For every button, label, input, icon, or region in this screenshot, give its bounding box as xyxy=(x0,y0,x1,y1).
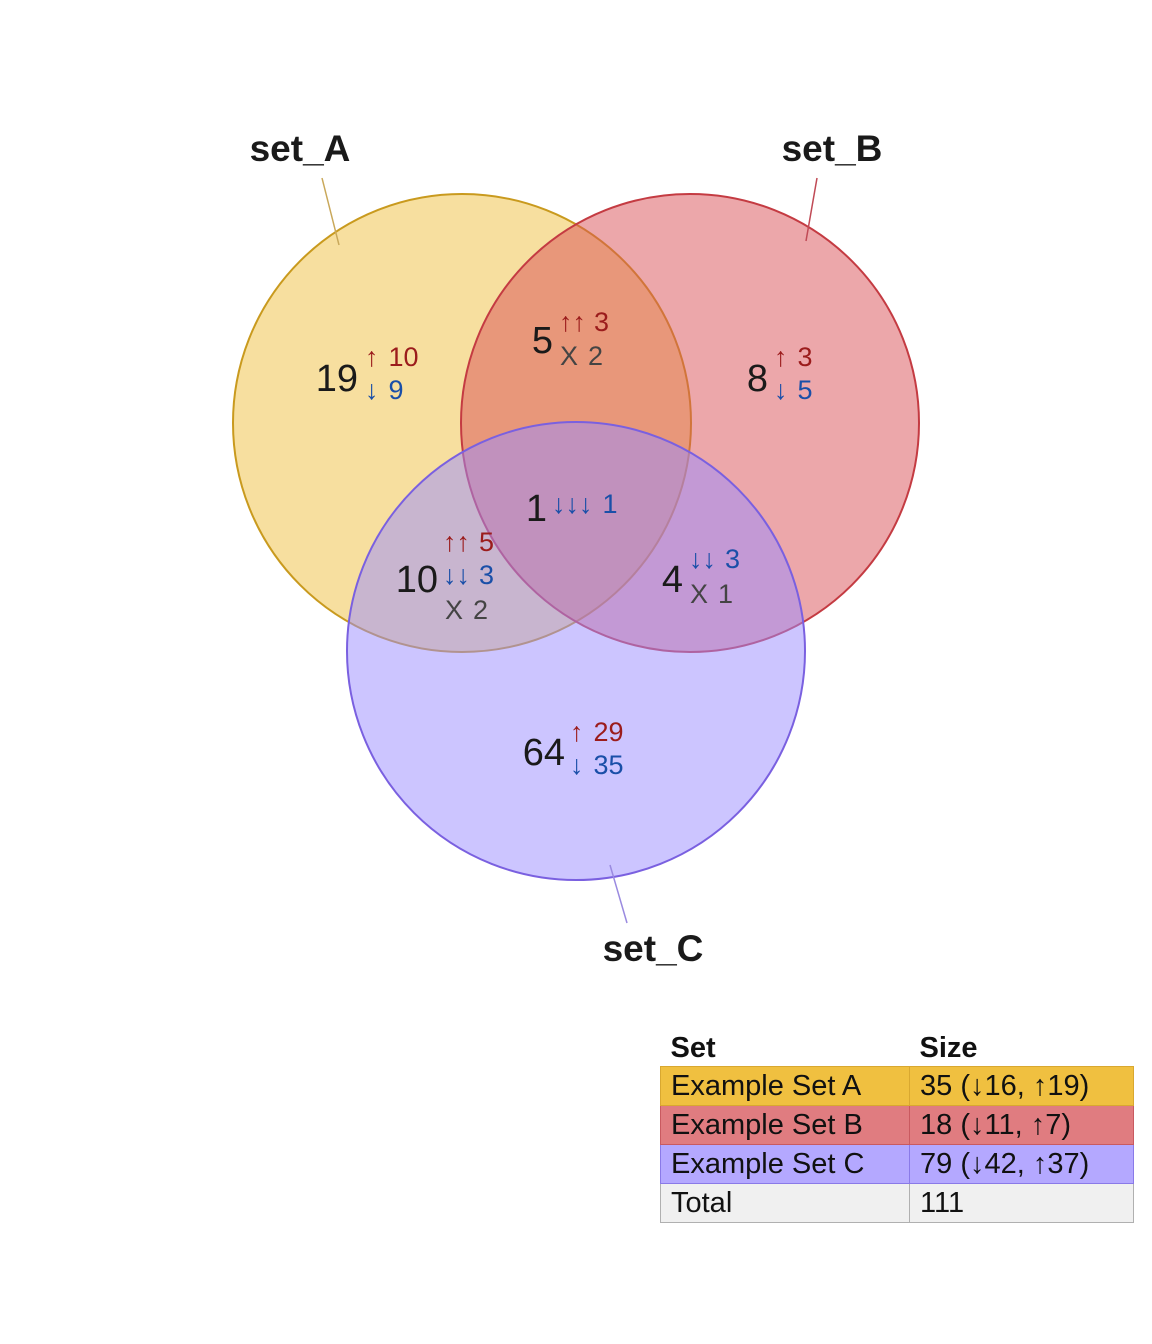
svg-text:↑29: ↑ 29 xyxy=(570,717,624,747)
region-up-count: 3 xyxy=(594,307,609,337)
region-count: 4 xyxy=(662,559,683,601)
region-mixed-count: 1 xyxy=(718,579,733,609)
svg-text:X2: X2 xyxy=(445,595,488,625)
set-name-cell: Example Set B xyxy=(660,1105,910,1145)
region-count: 10 xyxy=(396,559,438,601)
region-a-only: 19 ↑ 10 ↓ 9 xyxy=(316,342,419,405)
svg-text:↑↑3: ↑↑ 3 xyxy=(559,307,609,337)
region-down-count: 1 xyxy=(603,489,618,519)
region-down-count: 3 xyxy=(479,560,494,590)
down-arrow-icon: ↓↓ xyxy=(689,544,716,574)
column-header-size: Size xyxy=(919,1031,978,1064)
set-c-circle xyxy=(346,421,806,881)
region-down-count: 9 xyxy=(389,375,404,405)
down-arrow-icon: ↓ xyxy=(570,750,584,780)
set-c-leader-line xyxy=(609,864,628,924)
set-name-cell: Total xyxy=(660,1183,910,1223)
region-count: 64 xyxy=(523,732,565,774)
set-name-cell: Example Set C xyxy=(660,1144,910,1184)
region-c-only: 64 ↑ 29 ↓ 35 xyxy=(523,717,624,780)
svg-text:↓↓3: ↓↓ 3 xyxy=(689,544,740,574)
column-header-set: Set xyxy=(670,1031,716,1064)
region-count: 8 xyxy=(747,358,768,400)
svg-text:↓↓↓1: ↓↓↓ 1 xyxy=(552,489,618,519)
region-mixed-count: 2 xyxy=(588,341,603,371)
table-row-set-b: Example Set B 18 (↓11, ↑7) xyxy=(660,1105,1134,1145)
set-a-leader-line xyxy=(321,177,340,246)
down-arrow-icon: ↓↓ xyxy=(443,560,470,590)
table-row-total: Total 111 xyxy=(660,1183,1134,1223)
up-arrow-icon: ↑ xyxy=(365,342,379,372)
table-row-set-a: Example Set A 35 (↓16, ↑19) xyxy=(660,1066,1134,1106)
venn-diagram: set_A set_B set_C 19 ↑ 10 ↓ 9 8 ↑ 3 ↓ 5 64 ↑… xyxy=(232,128,920,969)
region-mixed-count: 2 xyxy=(473,595,488,625)
up-arrow-icon: ↑↑ xyxy=(443,527,470,557)
svg-text:↑↑5: ↑↑ 5 xyxy=(443,527,494,557)
svg-text:↓35: ↓ 35 xyxy=(570,750,624,780)
svg-text:X2: X2 xyxy=(560,341,603,371)
region-up-count: 29 xyxy=(594,717,624,747)
set-size-cell: 111 xyxy=(909,1183,1134,1223)
svg-text:X1: X1 xyxy=(690,579,733,609)
set-size-cell: 79 (↓42, ↑37) xyxy=(909,1144,1134,1184)
region-down-count: 5 xyxy=(798,375,813,405)
region-abc: 1 ↓↓↓ 1 xyxy=(526,488,618,530)
up-arrow-icon: ↑ xyxy=(774,342,788,372)
svg-text:↑3: ↑ 3 xyxy=(774,342,813,372)
region-up-count: 3 xyxy=(798,342,813,372)
region-up-count: 5 xyxy=(479,527,494,557)
down-arrow-icon: ↓ xyxy=(774,375,788,405)
up-arrow-icon: ↑↑ xyxy=(559,307,586,337)
svg-text:↓↓3: ↓↓ 3 xyxy=(443,560,494,590)
down-arrow-icon: ↓↓↓ xyxy=(552,489,593,519)
set-name-cell: Example Set A xyxy=(660,1066,910,1106)
set-a-label: set_A xyxy=(250,128,351,169)
set-b-label: set_B xyxy=(782,128,883,169)
up-arrow-icon: ↑ xyxy=(570,717,584,747)
region-down-count: 3 xyxy=(725,544,740,574)
region-count: 19 xyxy=(316,358,358,400)
region-count: 5 xyxy=(532,320,553,362)
mixed-x-icon: X xyxy=(445,595,463,625)
down-arrow-icon: ↓ xyxy=(365,375,379,405)
set-size-cell: 18 (↓11, ↑7) xyxy=(909,1105,1134,1145)
mixed-x-icon: X xyxy=(560,341,578,371)
mixed-x-icon: X xyxy=(690,579,708,609)
set-summary-table: Set Size Example Set A 35 (↓16, ↑19) Exa… xyxy=(660,1030,1134,1223)
set-b-leader-line xyxy=(805,177,818,242)
table-header-row: Set Size xyxy=(661,1030,1134,1067)
set-c-label: set_C xyxy=(603,928,704,969)
region-b-only: 8 ↑ 3 ↓ 5 xyxy=(747,342,813,405)
region-count: 1 xyxy=(526,488,547,530)
set-size-cell: 35 (↓16, ↑19) xyxy=(909,1066,1134,1106)
region-up-count: 10 xyxy=(389,342,419,372)
svg-text:↓9: ↓ 9 xyxy=(365,375,404,405)
table-row-set-c: Example Set C 79 (↓42, ↑37) xyxy=(660,1144,1134,1184)
svg-text:↑10: ↑ 10 xyxy=(365,342,419,372)
region-down-count: 35 xyxy=(594,750,624,780)
svg-text:↓5: ↓ 5 xyxy=(774,375,813,405)
